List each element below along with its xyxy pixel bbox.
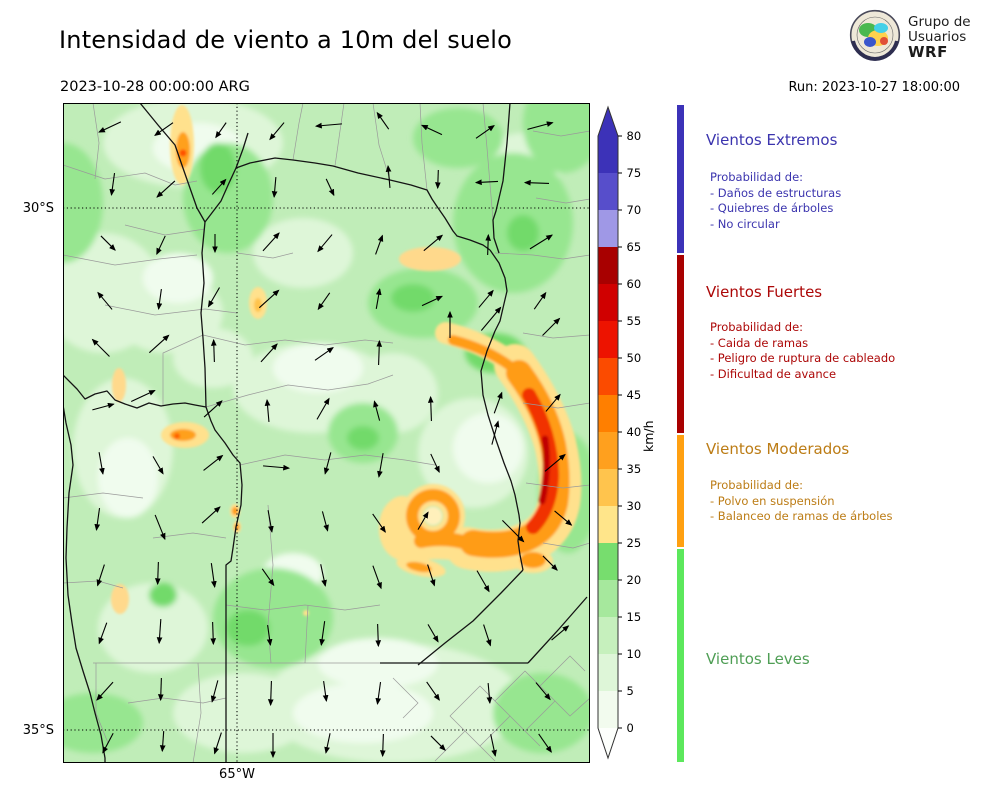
wind-arrows-layer — [91, 111, 573, 759]
legend-intro: Probabilidad de: — [710, 170, 804, 184]
svg-text:75: 75 — [627, 166, 642, 180]
wind-map-canvas — [63, 103, 590, 763]
svg-text:50: 50 — [627, 351, 642, 365]
legend-title-leves: Vientos Leves — [706, 650, 810, 668]
legend-bar-extremos — [677, 105, 684, 253]
valid-time-label: 2023-10-28 00:00:00 ARG — [60, 79, 250, 95]
svg-text:10: 10 — [627, 647, 642, 661]
legend-bar-moderados — [677, 435, 684, 547]
lat-label-35s: 35°S — [22, 723, 54, 738]
legend-body-extremos: Probabilidad de: - Daños de estructuras … — [710, 170, 841, 232]
logo-text: Grupo de Usuarios WRF — [908, 13, 971, 61]
legend-title-extremos: Vientos Extremos — [706, 131, 838, 149]
department-boundaries — [63, 103, 590, 763]
legend-bar-fuertes — [677, 255, 684, 433]
legend-item: - Dificultad de avance — [710, 366, 837, 381]
svg-text:65: 65 — [627, 240, 642, 254]
lon-label-65w: 65°W — [219, 767, 255, 782]
legend-intro: Probabilidad de: — [710, 478, 804, 492]
svg-text:20: 20 — [627, 573, 642, 587]
svg-text:40: 40 — [627, 425, 642, 439]
lat-label-30s: 30°S — [22, 201, 54, 216]
graticule-lines — [63, 103, 590, 763]
page-title: Intensidad de viento a 10m del suelo — [59, 26, 513, 54]
legend-item: - Peligro de ruptura de cableado — [710, 351, 896, 365]
svg-text:45: 45 — [627, 388, 642, 402]
legend-body-moderados: Probabilidad de: - Polvo en suspensión -… — [710, 478, 892, 525]
legend-item: - No circular — [710, 216, 780, 231]
svg-text:35: 35 — [627, 462, 642, 476]
wrf-logo: Grupo de Usuarios WRF — [848, 8, 971, 66]
svg-text:60: 60 — [627, 277, 642, 291]
legend-bar-leves — [677, 549, 684, 762]
legend-item: - Caida de ramas — [710, 335, 809, 350]
legend-body-fuertes: Probabilidad de: - Caida de ramas - Peli… — [710, 320, 895, 382]
legend-item: - Balanceo de ramas de árboles — [710, 509, 893, 523]
logo-line2: Usuarios — [908, 28, 967, 45]
svg-text:5: 5 — [627, 684, 634, 698]
svg-text:15: 15 — [627, 610, 642, 624]
globe-emblem-icon — [848, 8, 902, 66]
colorbar: 0 5 10 15 20 25 30 35 40 45 50 55 60 65 70 75 80 — [597, 105, 642, 760]
svg-text:0: 0 — [627, 721, 634, 735]
legend-item: - Polvo en suspensión — [710, 493, 835, 508]
legend-intro: Probabilidad de: — [710, 320, 804, 334]
svg-text:80: 80 — [627, 129, 642, 143]
colorbar-unit-label: km/h — [641, 420, 656, 452]
legend-title-fuertes: Vientos Fuertes — [706, 283, 823, 301]
map-frame — [63, 103, 590, 763]
svg-text:70: 70 — [627, 203, 642, 217]
logo-line3: WRF — [908, 42, 948, 61]
logo-line1: Grupo de — [908, 13, 971, 30]
svg-text:25: 25 — [627, 536, 642, 550]
legend-item: - Quiebres de árboles — [710, 201, 834, 215]
legend-item: - Daños de estructuras — [710, 185, 842, 200]
svg-text:30: 30 — [627, 499, 642, 513]
svg-text:55: 55 — [627, 314, 642, 328]
legend-title-moderados: Vientos Moderados — [706, 440, 850, 458]
run-label: Run: 2023-10-27 18:00:00 — [788, 80, 960, 95]
